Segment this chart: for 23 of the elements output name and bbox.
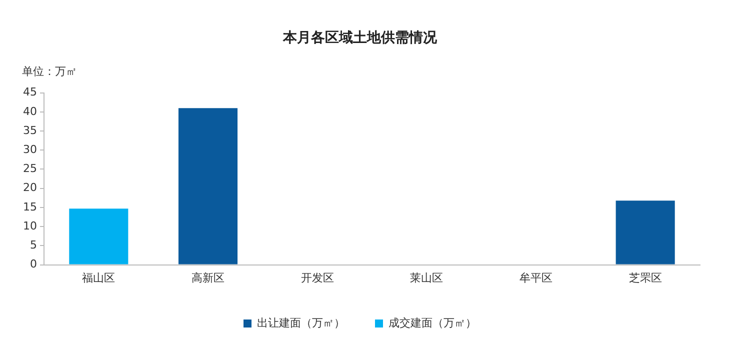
- y-tick-label: 5: [30, 238, 37, 252]
- bar: [69, 208, 128, 264]
- y-tick-label: 45: [22, 86, 37, 99]
- bar: [616, 200, 675, 264]
- y-tick-label: 30: [22, 142, 37, 156]
- legend-label: 成交建面（万㎡）: [388, 316, 476, 330]
- y-tick-label: 10: [22, 219, 37, 232]
- y-axis-title: 单位：万㎡: [22, 64, 77, 79]
- y-tick-label: 35: [22, 124, 37, 137]
- y-tick-label: 0: [30, 258, 37, 271]
- x-tick-label: 高新区: [192, 271, 224, 284]
- x-tick-label: 福山区: [82, 271, 116, 284]
- y-tick-label: 40: [22, 104, 37, 118]
- x-tick-label: 莱山区: [410, 271, 444, 284]
- y-tick-label: 15: [22, 200, 37, 214]
- y-tick-label: 25: [22, 162, 37, 176]
- x-tick-label: 芝罘区: [628, 271, 662, 284]
- chart-title: 本月各区域土地供需情况: [282, 30, 438, 46]
- x-tick-label: 牟平区: [520, 271, 552, 284]
- x-tick-label: 开发区: [300, 271, 334, 284]
- legend-label: 出让建面（万㎡）: [257, 316, 345, 330]
- bar: [178, 108, 238, 264]
- y-tick-label: 20: [22, 181, 37, 194]
